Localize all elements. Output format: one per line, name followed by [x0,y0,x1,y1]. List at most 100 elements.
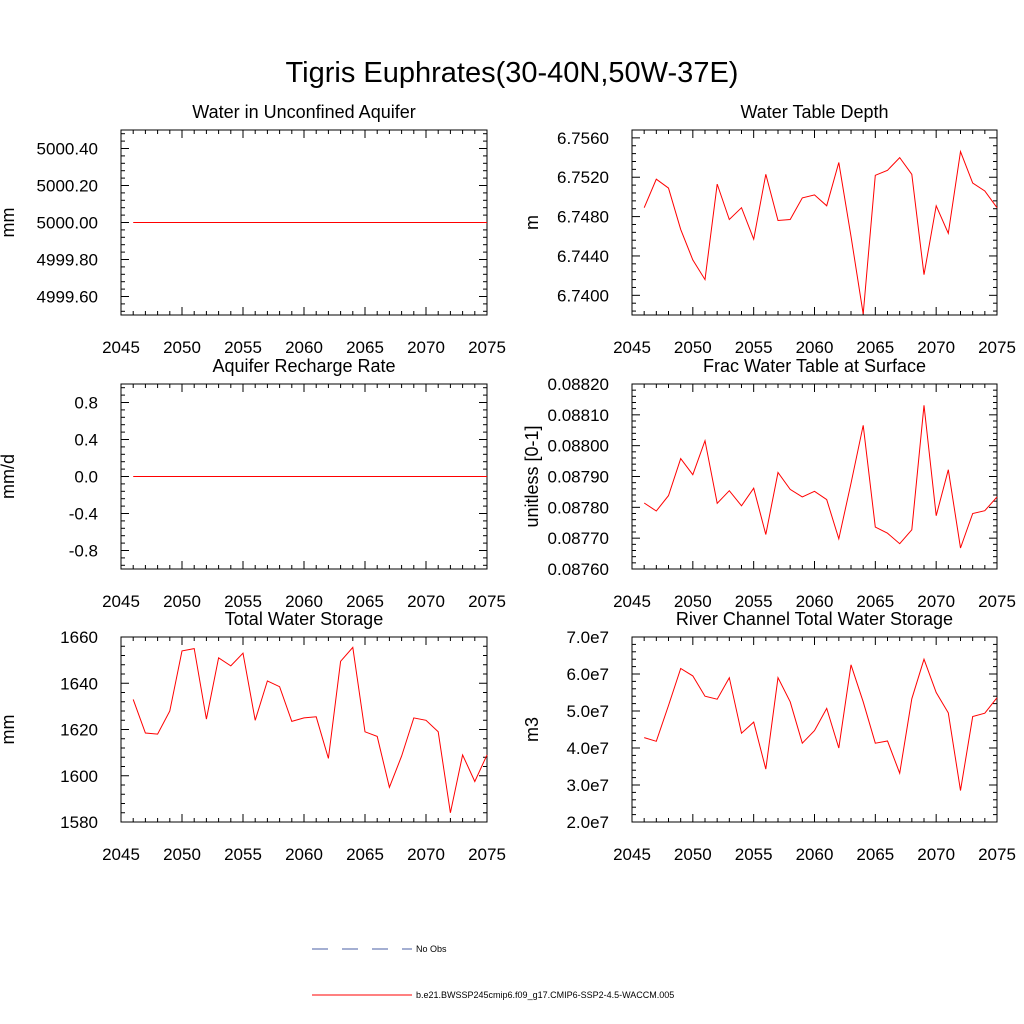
y-tick-label: 5000.00 [37,214,98,233]
y-tick-label: 0.08770 [548,529,609,548]
y-axis-label: unitless [0-1] [522,425,542,527]
x-tick-label: 2055 [735,338,773,357]
y-tick-label: 0.08800 [548,437,609,456]
y-tick-label: 4999.60 [37,288,98,307]
x-tick-label: 2070 [407,845,445,864]
x-tick-label: 2055 [735,845,773,864]
x-tick-label: 2070 [917,338,955,357]
y-tick-label: 0.08820 [548,375,609,394]
y-axis-label: m3 [522,717,542,742]
plot-frame [631,383,998,570]
y-tick-label: 0.08790 [548,468,609,487]
y-tick-label: 0.08810 [548,406,609,425]
series-line-1 [643,149,998,315]
y-tick-label: 6.7560 [557,129,609,148]
y-tick-label: 3.0e7 [566,776,609,795]
x-tick-label: 2050 [674,845,712,864]
y-tick-label: -0.8 [69,542,98,561]
y-tick-label: 2.0e7 [566,813,609,832]
plot-frame [631,636,998,823]
panel-title: Frac Water Table at Surface [703,356,926,376]
main-title: Tigris Euphrates(30-40N,50W-37E) [286,57,739,89]
series-line-1 [132,646,488,813]
y-tick-label: 0.08760 [548,560,609,579]
x-tick-label: 2065 [346,338,384,357]
x-tick-label: 2055 [224,592,262,611]
x-tick-label: 2075 [978,338,1016,357]
y-tick-label: 4999.80 [37,251,98,270]
x-tick-label: 2045 [102,592,140,611]
panel-title: Water in Unconfined Aquifer [192,102,415,122]
y-tick-label: 6.7400 [557,286,609,305]
x-tick-label: 2075 [978,845,1016,864]
x-tick-label: 2065 [346,592,384,611]
x-tick-label: 2065 [856,592,894,611]
panel-title: Aquifer Recharge Rate [212,356,395,376]
y-tick-label: 1600 [60,767,98,786]
panel-2: Water Table Depth 2045 2050 2055 2060 2065 207… [522,102,1016,357]
series-line-1 [644,657,998,791]
x-tick-label: 2045 [613,592,651,611]
panels: Water in Unconfined Aquifer 2045 2050 2055 2… [0,102,1016,864]
y-tick-label: 5000.40 [37,140,98,159]
y-axis-label: mm [0,715,18,745]
y-tick-label: 0.08780 [548,498,609,517]
y-tick-label: 0.0 [74,468,98,487]
panel-title: River Channel Total Water Storage [676,609,953,629]
x-tick-label: 2070 [917,592,955,611]
x-tick-label: 2045 [102,338,140,357]
y-tick-label: 5000.20 [37,177,98,196]
legend: No Obs b.e21.BWSSP245cmip6.f09_g17.CMIP6… [312,944,674,1000]
series-line-1 [643,405,998,549]
x-tick-label: 2050 [674,338,712,357]
x-tick-label: 2070 [407,592,445,611]
x-tick-label: 2060 [796,845,834,864]
legend-model-label: b.e21.BWSSP245cmip6.f09_g17.CMIP6-SSP2-4… [416,990,674,1000]
x-tick-label: 2055 [224,338,262,357]
x-tick-label: 2045 [613,338,651,357]
y-tick-label: 6.7480 [557,208,609,227]
y-tick-label: 0.4 [74,431,98,450]
x-tick-label: 2055 [735,592,773,611]
y-tick-label: 6.7440 [557,247,609,266]
x-tick-label: 2050 [163,845,201,864]
legend-obs-label: No Obs [416,944,447,954]
y-tick-label: 4.0e7 [566,739,609,758]
y-axis-label: mm/d [0,454,18,499]
x-tick-label: 2050 [163,338,201,357]
y-tick-label: 1640 [60,674,98,693]
y-tick-label: 6.0e7 [566,665,609,684]
y-tick-label: 7.0e7 [566,628,609,647]
x-tick-label: 2075 [468,845,506,864]
x-tick-label: 2060 [285,845,323,864]
y-tick-label: 1580 [60,813,98,832]
x-tick-label: 2060 [796,592,834,611]
x-tick-label: 2055 [224,845,262,864]
x-tick-label: 2050 [674,592,712,611]
panel-1: Water in Unconfined Aquifer 2045 2050 2055 2… [0,102,506,357]
panel-title: Total Water Storage [225,609,383,629]
y-tick-label: 1620 [60,721,98,740]
x-tick-label: 2070 [407,338,445,357]
x-tick-label: 2075 [978,592,1016,611]
plot-frame [631,129,998,316]
y-tick-label: 6.7520 [557,168,609,187]
panel-3: Aquifer Recharge Rate 2045 2050 2055 2060 206… [0,356,506,611]
x-tick-label: 2045 [102,845,140,864]
x-tick-label: 2060 [285,338,323,357]
x-tick-label: 2070 [917,845,955,864]
x-tick-label: 2075 [468,338,506,357]
x-tick-label: 2075 [468,592,506,611]
plot-frame [120,636,488,823]
y-tick-label: -0.4 [69,505,98,524]
x-tick-label: 2060 [796,338,834,357]
x-tick-label: 2050 [163,592,201,611]
panel-title: Water Table Depth [740,102,888,122]
y-tick-label: 0.8 [74,394,98,413]
x-tick-label: 2065 [856,845,894,864]
x-tick-label: 2065 [346,845,384,864]
x-tick-label: 2065 [856,338,894,357]
y-axis-label: mm [0,208,18,238]
panel-6: River Channel Total Water Storage 2045 205… [522,609,1016,864]
